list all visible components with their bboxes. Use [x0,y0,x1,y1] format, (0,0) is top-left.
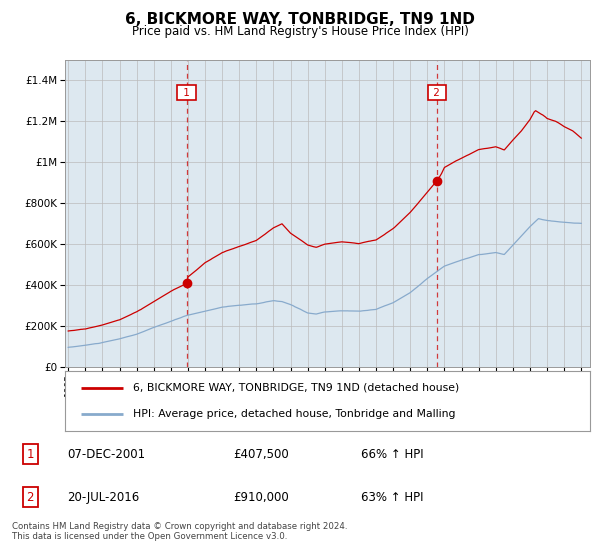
Text: 07-DEC-2001: 07-DEC-2001 [67,447,145,461]
Text: 6, BICKMORE WAY, TONBRIDGE, TN9 1ND (detached house): 6, BICKMORE WAY, TONBRIDGE, TN9 1ND (det… [133,382,460,393]
Text: 63% ↑ HPI: 63% ↑ HPI [361,491,424,504]
Text: 1: 1 [26,447,34,461]
Text: 66% ↑ HPI: 66% ↑ HPI [361,447,424,461]
Text: 2: 2 [26,491,34,504]
Text: HPI: Average price, detached house, Tonbridge and Malling: HPI: Average price, detached house, Tonb… [133,409,455,419]
Text: £407,500: £407,500 [233,447,289,461]
Text: Price paid vs. HM Land Registry's House Price Index (HPI): Price paid vs. HM Land Registry's House … [131,25,469,38]
Text: Contains HM Land Registry data © Crown copyright and database right 2024.
This d: Contains HM Land Registry data © Crown c… [12,522,347,542]
Text: 6, BICKMORE WAY, TONBRIDGE, TN9 1ND: 6, BICKMORE WAY, TONBRIDGE, TN9 1ND [125,12,475,27]
Text: £910,000: £910,000 [233,491,289,504]
Text: 2: 2 [430,88,443,97]
Text: 20-JUL-2016: 20-JUL-2016 [67,491,140,504]
Text: 1: 1 [180,88,193,97]
